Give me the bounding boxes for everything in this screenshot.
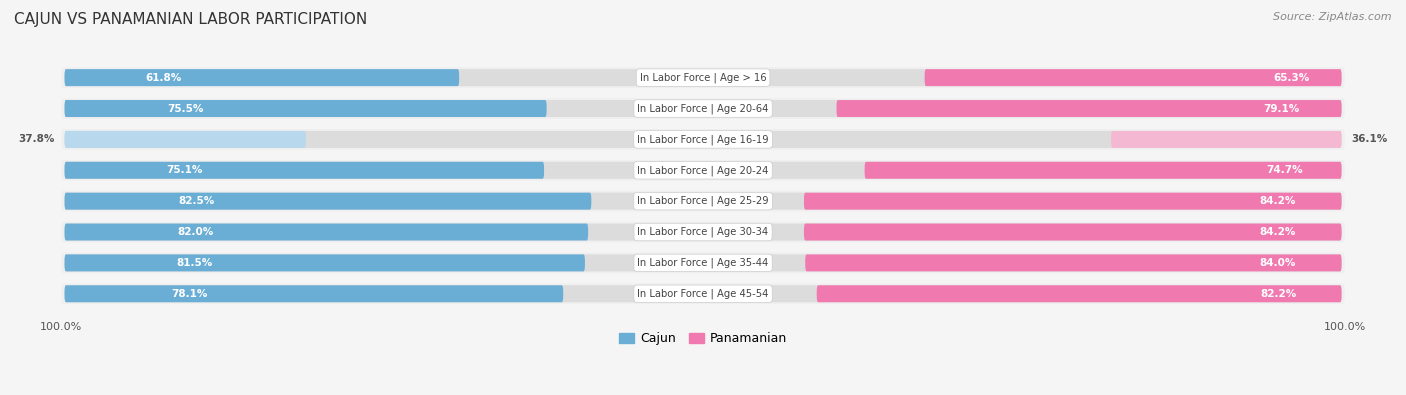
Text: 82.5%: 82.5%: [179, 196, 214, 206]
Text: CAJUN VS PANAMANIAN LABOR PARTICIPATION: CAJUN VS PANAMANIAN LABOR PARTICIPATION: [14, 12, 367, 27]
FancyBboxPatch shape: [62, 222, 1344, 243]
Text: 82.2%: 82.2%: [1260, 289, 1296, 299]
FancyBboxPatch shape: [65, 162, 1341, 179]
Text: In Labor Force | Age > 16: In Labor Force | Age > 16: [640, 72, 766, 83]
FancyBboxPatch shape: [62, 284, 1344, 304]
FancyBboxPatch shape: [817, 285, 1341, 302]
Text: 84.2%: 84.2%: [1258, 227, 1295, 237]
Text: In Labor Force | Age 20-24: In Labor Force | Age 20-24: [637, 165, 769, 175]
FancyBboxPatch shape: [65, 285, 1341, 302]
FancyBboxPatch shape: [62, 160, 1344, 181]
Text: In Labor Force | Age 16-19: In Labor Force | Age 16-19: [637, 134, 769, 145]
Text: 36.1%: 36.1%: [1351, 134, 1388, 145]
FancyBboxPatch shape: [837, 100, 1341, 117]
FancyBboxPatch shape: [62, 129, 1344, 150]
FancyBboxPatch shape: [1111, 131, 1341, 148]
FancyBboxPatch shape: [65, 285, 564, 302]
FancyBboxPatch shape: [65, 193, 1341, 210]
Text: 65.3%: 65.3%: [1274, 73, 1309, 83]
Text: 75.5%: 75.5%: [167, 103, 204, 113]
Text: In Labor Force | Age 20-64: In Labor Force | Age 20-64: [637, 103, 769, 114]
FancyBboxPatch shape: [65, 69, 1341, 86]
FancyBboxPatch shape: [65, 100, 1341, 117]
FancyBboxPatch shape: [65, 224, 1341, 241]
Text: 74.7%: 74.7%: [1265, 165, 1303, 175]
Text: In Labor Force | Age 30-34: In Labor Force | Age 30-34: [637, 227, 769, 237]
Text: 37.8%: 37.8%: [18, 134, 55, 145]
Legend: Cajun, Panamanian: Cajun, Panamanian: [614, 327, 792, 350]
Text: 82.0%: 82.0%: [177, 227, 214, 237]
Text: 81.5%: 81.5%: [177, 258, 212, 268]
Text: 84.0%: 84.0%: [1258, 258, 1295, 268]
Text: In Labor Force | Age 35-44: In Labor Force | Age 35-44: [637, 258, 769, 268]
Text: 78.1%: 78.1%: [172, 289, 208, 299]
FancyBboxPatch shape: [62, 252, 1344, 273]
FancyBboxPatch shape: [804, 193, 1341, 210]
FancyBboxPatch shape: [865, 162, 1341, 179]
FancyBboxPatch shape: [62, 191, 1344, 211]
FancyBboxPatch shape: [62, 98, 1344, 119]
FancyBboxPatch shape: [65, 131, 307, 148]
Text: In Labor Force | Age 25-29: In Labor Force | Age 25-29: [637, 196, 769, 207]
FancyBboxPatch shape: [65, 193, 592, 210]
FancyBboxPatch shape: [65, 162, 544, 179]
Text: 61.8%: 61.8%: [145, 73, 181, 83]
FancyBboxPatch shape: [62, 67, 1344, 88]
FancyBboxPatch shape: [806, 254, 1341, 271]
FancyBboxPatch shape: [65, 254, 585, 271]
FancyBboxPatch shape: [65, 224, 588, 241]
FancyBboxPatch shape: [65, 131, 1341, 148]
Text: Source: ZipAtlas.com: Source: ZipAtlas.com: [1274, 12, 1392, 22]
Text: 84.2%: 84.2%: [1258, 196, 1295, 206]
FancyBboxPatch shape: [925, 69, 1341, 86]
FancyBboxPatch shape: [804, 224, 1341, 241]
FancyBboxPatch shape: [65, 69, 460, 86]
Text: 79.1%: 79.1%: [1263, 103, 1299, 113]
Text: In Labor Force | Age 45-54: In Labor Force | Age 45-54: [637, 288, 769, 299]
FancyBboxPatch shape: [65, 100, 547, 117]
FancyBboxPatch shape: [65, 254, 1341, 271]
Text: 75.1%: 75.1%: [166, 165, 202, 175]
